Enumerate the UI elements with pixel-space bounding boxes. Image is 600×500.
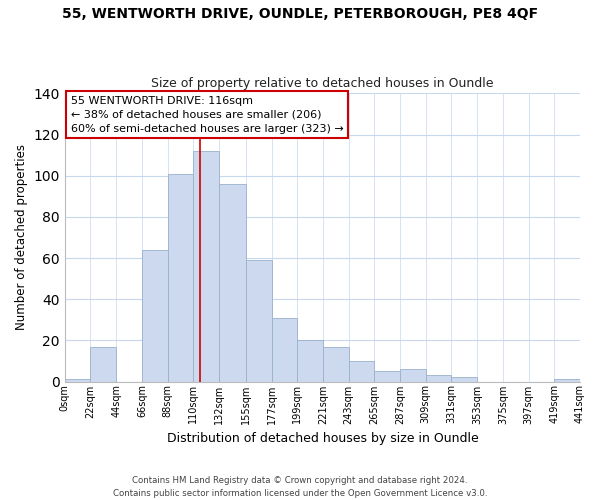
Bar xyxy=(142,250,167,382)
Bar xyxy=(91,346,116,382)
Bar xyxy=(554,380,580,382)
Bar xyxy=(426,376,451,382)
Bar xyxy=(400,369,426,382)
Bar xyxy=(272,318,297,382)
X-axis label: Distribution of detached houses by size in Oundle: Distribution of detached houses by size … xyxy=(167,432,478,445)
Bar xyxy=(219,184,246,382)
Bar xyxy=(323,346,349,382)
Bar xyxy=(167,174,193,382)
Text: 55, WENTWORTH DRIVE, OUNDLE, PETERBOROUGH, PE8 4QF: 55, WENTWORTH DRIVE, OUNDLE, PETERBOROUG… xyxy=(62,8,538,22)
Y-axis label: Number of detached properties: Number of detached properties xyxy=(15,144,28,330)
Bar xyxy=(349,361,374,382)
Bar xyxy=(193,151,219,382)
Bar xyxy=(297,340,323,382)
Text: Contains HM Land Registry data © Crown copyright and database right 2024.
Contai: Contains HM Land Registry data © Crown c… xyxy=(113,476,487,498)
Text: 55 WENTWORTH DRIVE: 116sqm
← 38% of detached houses are smaller (206)
60% of sem: 55 WENTWORTH DRIVE: 116sqm ← 38% of deta… xyxy=(71,96,343,134)
Bar xyxy=(374,371,400,382)
Bar xyxy=(451,378,477,382)
Bar xyxy=(246,260,272,382)
Title: Size of property relative to detached houses in Oundle: Size of property relative to detached ho… xyxy=(151,76,494,90)
Bar xyxy=(65,380,91,382)
